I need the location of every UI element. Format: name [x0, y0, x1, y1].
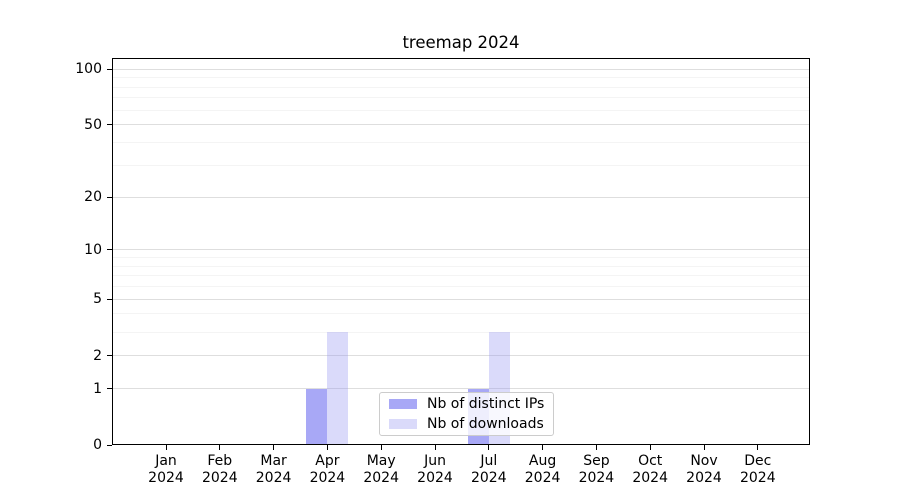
x-tick-mark	[595, 445, 597, 450]
x-tick-mark	[380, 445, 382, 450]
gridline-major	[112, 196, 810, 198]
x-tick-mark	[488, 445, 490, 450]
chart-title: treemap 2024	[402, 33, 520, 52]
gridline-minor	[112, 286, 810, 288]
y-tick-mark	[107, 298, 112, 300]
gridline-major	[112, 388, 810, 390]
legend-item-distinct-ips: Nb of distinct IPs	[389, 396, 544, 412]
y-tick-label: 100	[75, 61, 102, 78]
x-tick-label: May 2024	[363, 453, 399, 486]
y-tick-mark	[107, 355, 112, 357]
x-tick-mark	[649, 445, 651, 450]
x-tick-mark	[273, 445, 275, 450]
gridline-major	[112, 298, 810, 300]
x-tick-mark	[434, 445, 436, 450]
gridline-minor	[112, 331, 810, 333]
legend-item-downloads: Nb of downloads	[389, 416, 544, 432]
gridline-minor	[112, 275, 810, 277]
gridline-minor	[112, 97, 810, 99]
gridline-minor	[112, 142, 810, 144]
x-tick-label: Aug 2024	[524, 453, 561, 486]
x-tick-label: Feb 2024	[201, 453, 238, 486]
legend-swatch-distinct-ips	[389, 399, 417, 409]
bar-downloads	[327, 332, 349, 445]
x-tick-label: Dec 2024	[739, 453, 776, 486]
gridline-minor	[112, 313, 810, 315]
legend: Nb of distinct IPs Nb of downloads	[379, 392, 555, 436]
x-tick-mark	[165, 445, 167, 450]
gridline-minor	[112, 164, 810, 166]
legend-label-distinct-ips: Nb of distinct IPs	[427, 396, 545, 412]
x-tick-label: Apr 2024	[309, 453, 346, 486]
x-tick-label: Jul 2024	[470, 453, 507, 486]
x-tick-label: Nov 2024	[686, 453, 722, 486]
x-tick-label: Jun 2024	[417, 453, 453, 486]
y-tick-label: 50	[84, 116, 102, 133]
x-tick-mark	[703, 445, 705, 450]
y-tick-label: 0	[93, 437, 102, 453]
gridline-minor	[112, 77, 810, 79]
x-tick-mark	[326, 445, 328, 450]
gridline-major	[112, 355, 810, 357]
y-tick-label: 5	[93, 291, 102, 308]
gridline-major	[112, 124, 810, 126]
gridline-minor	[112, 109, 810, 111]
gridline-minor	[112, 265, 810, 267]
y-tick-label: 1	[93, 380, 102, 397]
plot-area	[112, 58, 810, 445]
y-tick-mark	[107, 388, 112, 390]
y-tick-mark	[107, 196, 112, 198]
x-tick-label: Oct 2024	[632, 453, 668, 486]
gridline-major	[112, 249, 810, 251]
bar-distinct-ips	[306, 388, 328, 445]
gridline-minor	[112, 86, 810, 88]
x-tick-label: Mar 2024	[255, 453, 292, 486]
legend-swatch-downloads	[389, 419, 417, 429]
gridline-minor	[112, 257, 810, 259]
x-tick-mark	[219, 445, 221, 450]
y-tick-mark	[107, 249, 112, 251]
x-tick-mark	[757, 445, 759, 450]
y-tick-label: 2	[93, 347, 102, 364]
x-tick-label: Jan 2024	[148, 453, 184, 486]
y-tick-label: 20	[84, 189, 102, 206]
legend-label-downloads: Nb of downloads	[427, 416, 544, 432]
y-tick-label: 10	[84, 241, 102, 258]
x-tick-label: Sep 2024	[578, 453, 615, 486]
x-tick-mark	[542, 445, 544, 450]
y-tick-mark	[107, 444, 112, 446]
y-tick-mark	[107, 124, 112, 126]
gridline-major	[112, 68, 810, 70]
y-tick-mark	[107, 68, 112, 70]
